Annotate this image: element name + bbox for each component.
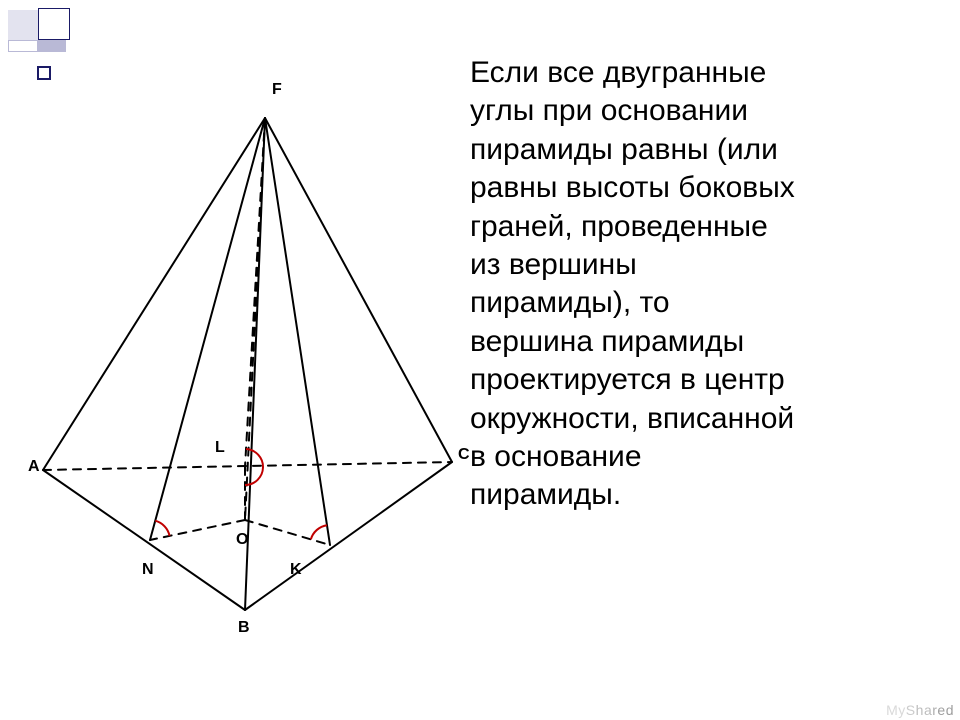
point-label-B: B [238, 619, 250, 636]
point-label-L: L [215, 439, 225, 456]
point-label-K: K [290, 561, 302, 578]
pyramid-diagram: F A C B L O N K [20, 60, 490, 680]
point-label-A: A [28, 458, 40, 475]
deco-square [8, 40, 38, 52]
point-label-N: N [142, 561, 154, 578]
body-text: Если все двугранные углы при основании п… [470, 54, 795, 515]
point-label-O: O [236, 531, 248, 548]
point-label-F: F [272, 81, 282, 98]
deco-square [38, 8, 70, 40]
deco-square [38, 40, 66, 52]
slide: { "decoration": { "squares": [ { "x": 8,… [0, 0, 960, 720]
pyramid-svg: F A C B L O N K [20, 60, 490, 680]
deco-square [8, 10, 38, 40]
watermark: MyShared [886, 702, 954, 718]
point-label-C: C [458, 446, 470, 463]
